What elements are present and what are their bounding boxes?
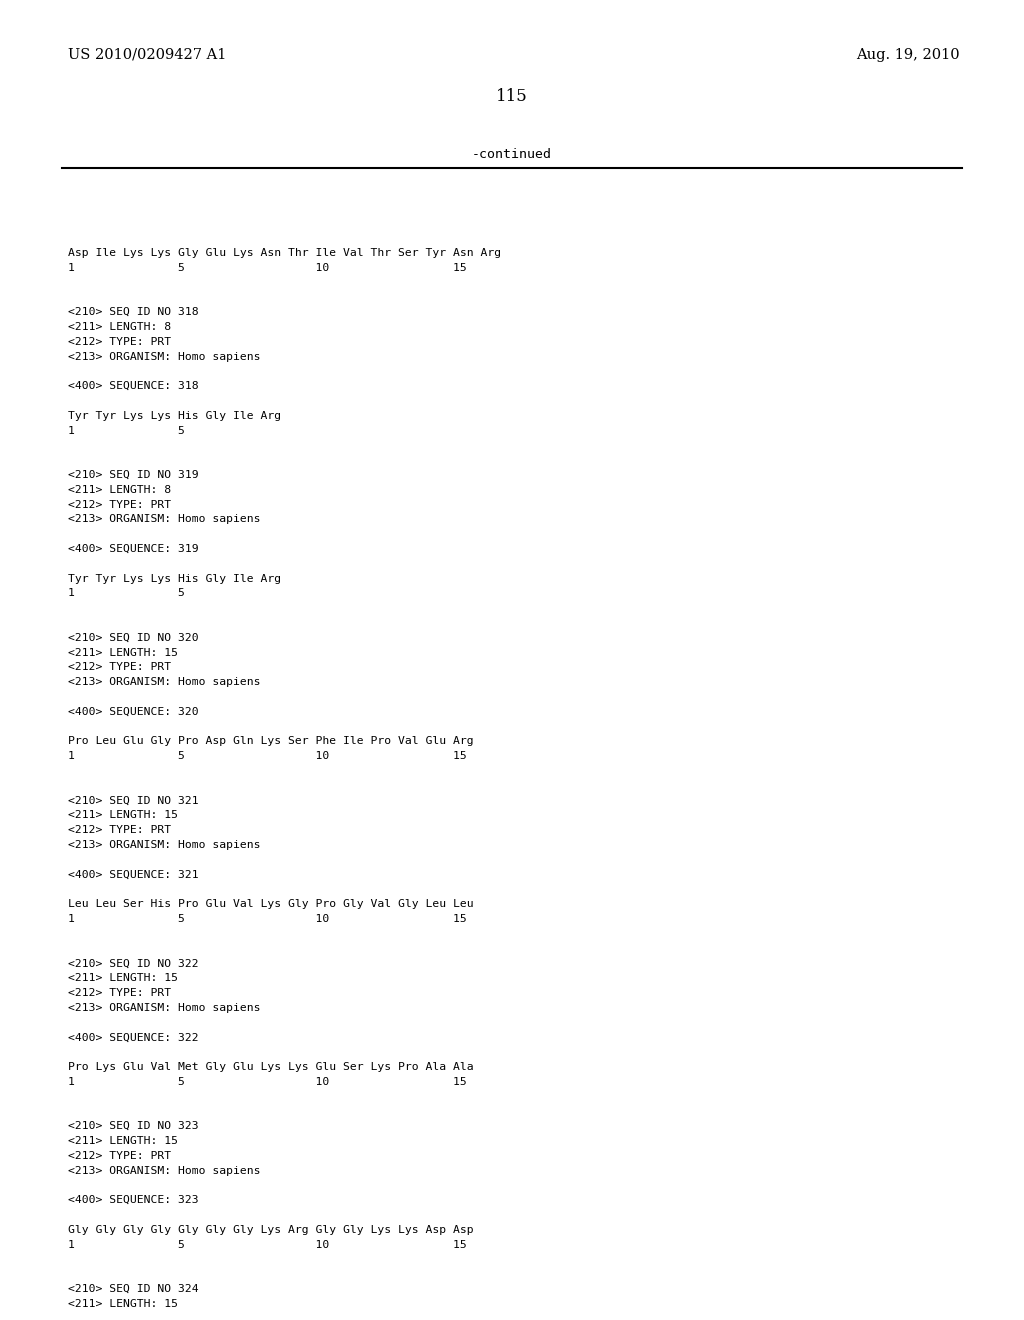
Text: 1               5: 1 5 [68,589,185,598]
Text: Asp Ile Lys Lys Gly Glu Lys Asn Thr Ile Val Thr Ser Tyr Asn Arg: Asp Ile Lys Lys Gly Glu Lys Asn Thr Ile … [68,248,501,257]
Text: <213> ORGANISM: Homo sapiens: <213> ORGANISM: Homo sapiens [68,1003,260,1012]
Text: <210> SEQ ID NO 320: <210> SEQ ID NO 320 [68,632,199,643]
Text: <210> SEQ ID NO 321: <210> SEQ ID NO 321 [68,796,199,805]
Text: <212> TYPE: PRT: <212> TYPE: PRT [68,663,171,672]
Text: <210> SEQ ID NO 324: <210> SEQ ID NO 324 [68,1284,199,1294]
Text: Gly Gly Gly Gly Gly Gly Gly Lys Arg Gly Gly Lys Lys Asp Asp: Gly Gly Gly Gly Gly Gly Gly Lys Arg Gly … [68,1225,474,1234]
Text: <211> LENGTH: 15: <211> LENGTH: 15 [68,973,178,983]
Text: <400> SEQUENCE: 319: <400> SEQUENCE: 319 [68,544,199,554]
Text: <212> TYPE: PRT: <212> TYPE: PRT [68,337,171,347]
Text: 1               5                   10                  15: 1 5 10 15 [68,1077,467,1086]
Text: 115: 115 [496,88,528,106]
Text: -continued: -continued [472,148,552,161]
Text: <210> SEQ ID NO 322: <210> SEQ ID NO 322 [68,958,199,969]
Text: <211> LENGTH: 8: <211> LENGTH: 8 [68,484,171,495]
Text: <213> ORGANISM: Homo sapiens: <213> ORGANISM: Homo sapiens [68,515,260,524]
Text: <211> LENGTH: 15: <211> LENGTH: 15 [68,810,178,821]
Text: 1               5                   10                  15: 1 5 10 15 [68,263,467,273]
Text: <212> TYPE: PRT: <212> TYPE: PRT [68,987,171,998]
Text: Tyr Tyr Lys Lys His Gly Ile Arg: Tyr Tyr Lys Lys His Gly Ile Arg [68,411,282,421]
Text: US 2010/0209427 A1: US 2010/0209427 A1 [68,48,226,62]
Text: 1               5                   10                  15: 1 5 10 15 [68,751,467,762]
Text: <212> TYPE: PRT: <212> TYPE: PRT [68,1151,171,1160]
Text: <213> ORGANISM: Homo sapiens: <213> ORGANISM: Homo sapiens [68,677,260,688]
Text: <400> SEQUENCE: 322: <400> SEQUENCE: 322 [68,1032,199,1043]
Text: <213> ORGANISM: Homo sapiens: <213> ORGANISM: Homo sapiens [68,351,260,362]
Text: <212> TYPE: PRT: <212> TYPE: PRT [68,499,171,510]
Text: <400> SEQUENCE: 323: <400> SEQUENCE: 323 [68,1195,199,1205]
Text: <211> LENGTH: 15: <211> LENGTH: 15 [68,1137,178,1146]
Text: 1               5                   10                  15: 1 5 10 15 [68,1239,467,1250]
Text: <211> LENGTH: 8: <211> LENGTH: 8 [68,322,171,333]
Text: <211> LENGTH: 15: <211> LENGTH: 15 [68,648,178,657]
Text: <213> ORGANISM: Homo sapiens: <213> ORGANISM: Homo sapiens [68,1166,260,1176]
Text: 1               5                   10                  15: 1 5 10 15 [68,913,467,924]
Text: <400> SEQUENCE: 321: <400> SEQUENCE: 321 [68,870,199,879]
Text: <211> LENGTH: 15: <211> LENGTH: 15 [68,1299,178,1309]
Text: Aug. 19, 2010: Aug. 19, 2010 [856,48,961,62]
Text: 1               5: 1 5 [68,425,185,436]
Text: <210> SEQ ID NO 318: <210> SEQ ID NO 318 [68,308,199,317]
Text: Pro Leu Glu Gly Pro Asp Gln Lys Ser Phe Ile Pro Val Glu Arg: Pro Leu Glu Gly Pro Asp Gln Lys Ser Phe … [68,737,474,746]
Text: <210> SEQ ID NO 323: <210> SEQ ID NO 323 [68,1121,199,1131]
Text: <212> TYPE: PRT: <212> TYPE: PRT [68,825,171,836]
Text: Tyr Tyr Lys Lys His Gly Ile Arg: Tyr Tyr Lys Lys His Gly Ile Arg [68,574,282,583]
Text: <400> SEQUENCE: 318: <400> SEQUENCE: 318 [68,381,199,391]
Text: Pro Lys Glu Val Met Gly Glu Lys Lys Glu Ser Lys Pro Ala Ala: Pro Lys Glu Val Met Gly Glu Lys Lys Glu … [68,1063,474,1072]
Text: Leu Leu Ser His Pro Glu Val Lys Gly Pro Gly Val Gly Leu Leu: Leu Leu Ser His Pro Glu Val Lys Gly Pro … [68,899,474,909]
Text: <400> SEQUENCE: 320: <400> SEQUENCE: 320 [68,706,199,717]
Text: <213> ORGANISM: Homo sapiens: <213> ORGANISM: Homo sapiens [68,840,260,850]
Text: <210> SEQ ID NO 319: <210> SEQ ID NO 319 [68,470,199,480]
